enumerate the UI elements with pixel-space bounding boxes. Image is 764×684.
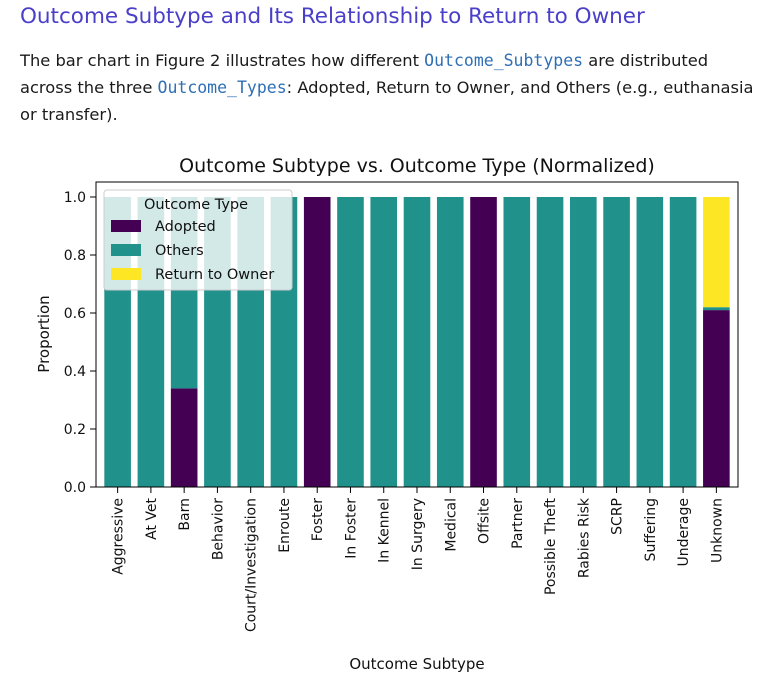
bar-segment-adopted (303, 197, 331, 487)
y-tick-label: 0.4 (64, 364, 86, 380)
x-tick-label: Medical (443, 498, 459, 552)
x-tick-label: Foster (310, 498, 326, 542)
bar-segment-others (669, 197, 697, 487)
bar-segment-others (370, 197, 398, 487)
x-tick-label: Behavior (210, 498, 226, 560)
y-tick-label: 0.2 (64, 422, 86, 438)
bar-segment-others (337, 197, 364, 487)
y-axis-label: Proportion (35, 295, 53, 372)
legend-entry-label: Adopted (155, 219, 216, 235)
bar-segment-others (436, 197, 464, 487)
section-heading: Outcome Subtype and Its Relationship to … (20, 4, 645, 29)
bar-segment-others (603, 197, 630, 487)
bar-segment-others (703, 307, 730, 311)
x-tick-label: Court/Investigation (244, 498, 260, 632)
legend-swatch (111, 244, 141, 256)
x-tick-label: Unknown (709, 498, 725, 563)
x-tick-label: Aggressive (111, 498, 127, 575)
x-tick-label: Underage (676, 498, 692, 566)
x-tick-label: In Surgery (410, 498, 426, 570)
legend-box (103, 189, 293, 291)
y-tick-label: 0.8 (64, 248, 86, 264)
bar-segment-adopted (470, 197, 497, 487)
x-tick-label: Offsite (477, 498, 493, 544)
bar-segment-return-to-owner (703, 197, 730, 308)
x-tick-label: In Foster (343, 498, 359, 559)
chart-title: Outcome Subtype vs. Outcome Type (Normal… (179, 155, 655, 177)
legend-swatch (111, 220, 141, 232)
x-tick-label: Barn (177, 498, 193, 531)
x-tick-label: SCRP (610, 498, 626, 535)
bar-segment-adopted (170, 388, 198, 487)
legend-swatch (111, 268, 141, 280)
inline-code-outcome-types: Outcome_Types (157, 78, 287, 97)
legend-entry-label: Return to Owner (155, 267, 274, 283)
y-axis: 0.0 0.2 0.4 0.6 0.8 1.0 (64, 190, 96, 496)
paragraph-text: are distributed across the three (20, 51, 709, 97)
bars-layer (104, 197, 730, 487)
bar-segment-others (403, 197, 431, 487)
x-tick-label: In Kennel (377, 498, 393, 563)
legend: Outcome Type Adopted Others Return to Owner (103, 189, 293, 291)
x-axis-label: Outcome Subtype (349, 655, 484, 673)
bar-segment-others (636, 197, 664, 487)
x-tick-label: Partner (510, 498, 526, 549)
inline-code-outcome-subtypes: Outcome_Subtypes (424, 51, 584, 70)
x-tick-label: Suffering (643, 498, 659, 561)
x-tick-label: Enroute (277, 498, 293, 553)
paragraph-text: : Adopted, Return to Owner, and Others (… (20, 78, 754, 124)
bar-segment-others (570, 197, 597, 487)
x-axis: Aggressive At Vet Barn Behavior Court/Invest… (111, 487, 725, 632)
y-tick-label: 1.0 (64, 190, 86, 206)
description-paragraph: The bar chart in Figure 2 illustrates ho… (20, 47, 756, 128)
legend-title: Outcome Type (144, 197, 248, 213)
x-tick-label: At Vet (144, 498, 160, 540)
bar-segment-adopted (703, 310, 730, 487)
paragraph-text: The bar chart in Figure 2 illustrates ho… (20, 51, 425, 70)
y-tick-label: 0.6 (64, 306, 86, 322)
y-tick-label: 0.0 (64, 480, 86, 496)
bar-segment-others (536, 197, 564, 487)
legend-entry-label: Others (155, 243, 204, 259)
x-tick-label: Possible Theft (543, 498, 559, 596)
bar-segment-others (503, 197, 531, 487)
x-tick-label: Rabies Risk (576, 497, 592, 578)
